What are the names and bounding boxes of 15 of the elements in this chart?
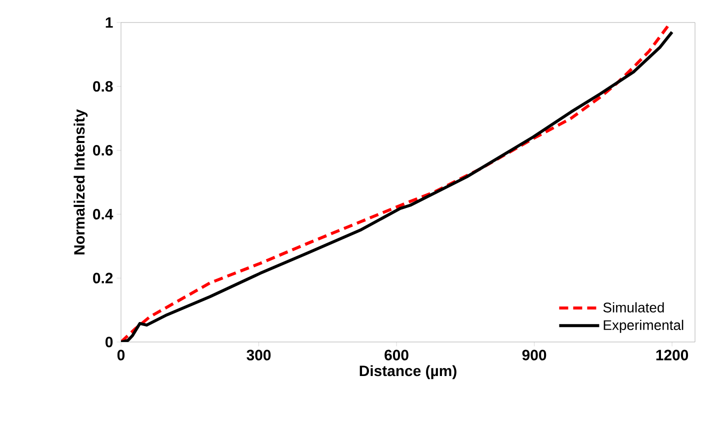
y-tick-label: 0.8: [93, 81, 113, 92]
x-tick-label: 300: [246, 350, 271, 360]
x-tick-label: 0: [117, 350, 125, 360]
y-tick-label: 0.4: [93, 208, 114, 220]
y-axis-title: Normalized Intensity: [74, 109, 88, 254]
x-tick-label: 1200: [656, 350, 688, 360]
y-tick-label: 0: [106, 336, 113, 348]
legend-label: Simulated: [603, 302, 664, 312]
legend-label: Experimental: [604, 320, 684, 333]
y-tick-label: 0.6: [93, 145, 113, 156]
x-tick-label: 600: [384, 350, 408, 360]
y-tick-label: 0.2: [93, 272, 113, 284]
y-tick-label: 1: [106, 17, 113, 28]
x-tick-label: 900: [522, 350, 546, 360]
x-axis-title: Distance (µm): [360, 365, 456, 380]
